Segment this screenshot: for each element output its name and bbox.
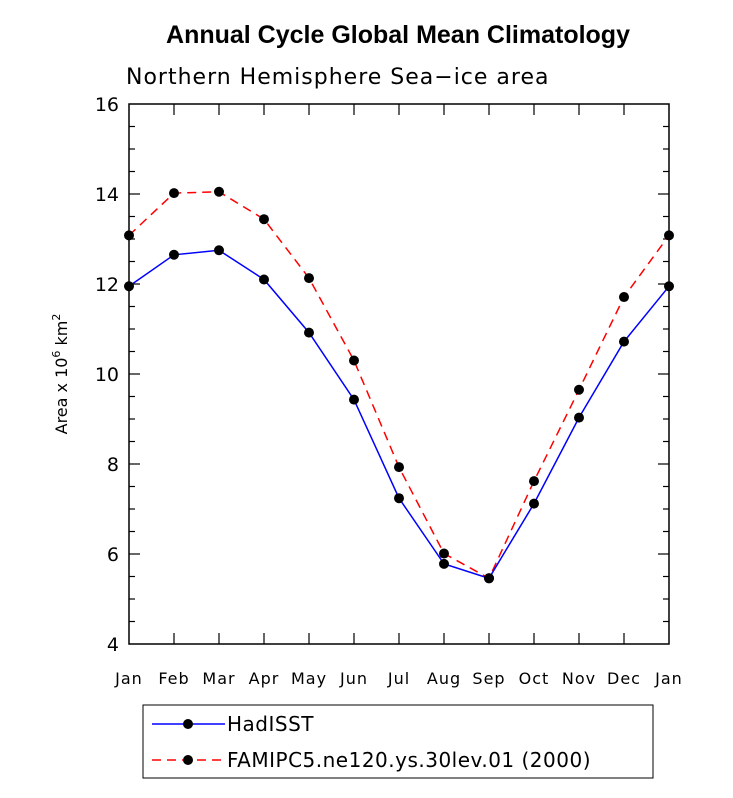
y-axis: 4 6 8 10 12 14 16 — [95, 94, 669, 656]
series-line-1 — [128, 191, 670, 580]
data-point — [124, 281, 134, 292]
ylabel-base: Area x 10 — [52, 358, 71, 435]
x-tick-label: Aug — [427, 669, 461, 688]
data-point — [124, 230, 134, 241]
legend: HadISST FAMIPC5.ne120.ys.30lev.01 (2000) — [142, 704, 654, 779]
x-axis: Jan Feb Mar Apr May Jun Jul Aug Sep Oct Nov Dec Jan — [114, 104, 683, 688]
ylabel-unit-sup: 2 — [50, 314, 63, 321]
data-point — [574, 412, 584, 423]
data-point — [169, 188, 179, 199]
legend-label: FAMIPC5.ne120.ys.30lev.01 (2000) — [227, 748, 591, 772]
x-tick-label: May — [291, 669, 327, 688]
data-point — [439, 548, 449, 559]
data-point — [304, 327, 314, 338]
series-layer — [124, 186, 674, 584]
data-point — [349, 355, 359, 366]
x-tick-label: Feb — [158, 669, 189, 688]
y-tick-label: 16 — [95, 94, 119, 116]
data-point — [439, 558, 449, 569]
data-point — [664, 230, 674, 241]
y-axis-label: Area x 106 km2 — [50, 314, 71, 435]
data-point — [394, 462, 404, 473]
x-tick-label: Apr — [249, 669, 280, 688]
ylabel-sup: 6 — [50, 351, 63, 358]
x-tick-label: Nov — [562, 669, 596, 688]
y-tick-label: 14 — [95, 184, 119, 206]
data-point — [574, 384, 584, 395]
data-point — [259, 214, 269, 225]
legend-box — [142, 704, 654, 779]
data-point — [529, 498, 539, 509]
data-point — [484, 573, 494, 584]
data-point — [394, 493, 404, 504]
x-tick-label: Jan — [654, 669, 683, 688]
y-tick-label: 4 — [107, 634, 119, 656]
y-tick-label: 12 — [95, 274, 119, 296]
series-line-0 — [128, 249, 670, 580]
legend-swatch-marker — [183, 755, 193, 765]
series-1 — [124, 186, 674, 584]
data-point — [529, 476, 539, 487]
series-0 — [124, 245, 674, 584]
chart-subtitle: Northern Hemisphere Sea−ice area — [126, 65, 550, 90]
legend-item-0: HadISST — [152, 712, 314, 736]
data-point — [619, 292, 629, 303]
data-point — [619, 336, 629, 347]
data-point — [214, 245, 224, 256]
y-tick-label: 8 — [107, 454, 119, 476]
data-point — [214, 186, 224, 197]
ylabel-unit: km — [52, 321, 71, 351]
legend-swatch-marker — [183, 719, 193, 729]
x-tick-label: Dec — [607, 669, 641, 688]
legend-item-1: FAMIPC5.ne120.ys.30lev.01 (2000) — [152, 748, 591, 772]
y-tick-label: 6 — [107, 544, 119, 566]
x-tick-label: Sep — [472, 669, 505, 688]
data-point — [304, 273, 314, 284]
x-tick-label: Oct — [519, 669, 550, 688]
plot-area: 4 6 8 10 12 14 16 Jan Feb Mar Apr May Jun Jul Aug Sep O… — [95, 94, 683, 688]
data-point — [169, 249, 179, 260]
x-tick-label: Jun — [339, 669, 368, 688]
plot-frame — [128, 103, 670, 645]
legend-label: HadISST — [227, 712, 314, 736]
data-point — [349, 394, 359, 405]
data-point — [664, 281, 674, 292]
x-tick-label: Jan — [114, 669, 143, 688]
x-tick-label: Jul — [387, 669, 410, 688]
x-tick-label: Mar — [202, 669, 235, 688]
chart-title: Annual Cycle Global Mean Climatology — [166, 21, 630, 49]
data-point — [259, 274, 269, 285]
y-tick-label: 10 — [95, 364, 119, 386]
